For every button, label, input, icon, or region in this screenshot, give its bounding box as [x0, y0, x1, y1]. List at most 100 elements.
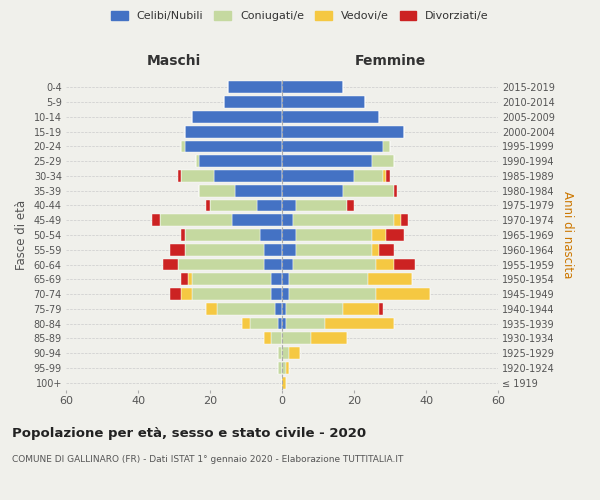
- Bar: [260, 229, 282, 241]
- Bar: [394, 258, 415, 270]
- Bar: [196, 156, 199, 167]
- Bar: [282, 111, 379, 123]
- Bar: [379, 244, 394, 256]
- Text: Popolazione per età, sesso e stato civile - 2020: Popolazione per età, sesso e stato civil…: [12, 428, 366, 440]
- Bar: [354, 170, 383, 182]
- Bar: [192, 288, 271, 300]
- Bar: [347, 200, 354, 211]
- Bar: [210, 200, 257, 211]
- Bar: [376, 258, 394, 270]
- Bar: [264, 244, 282, 256]
- Bar: [296, 244, 372, 256]
- Bar: [192, 111, 282, 123]
- Bar: [386, 229, 404, 241]
- Bar: [296, 229, 372, 241]
- Bar: [386, 170, 390, 182]
- Bar: [181, 274, 188, 285]
- Bar: [181, 170, 214, 182]
- Bar: [278, 347, 282, 359]
- Bar: [343, 185, 394, 196]
- Bar: [278, 318, 282, 330]
- Bar: [282, 258, 293, 270]
- Bar: [372, 244, 379, 256]
- Bar: [293, 258, 376, 270]
- Bar: [257, 200, 282, 211]
- Bar: [228, 82, 282, 94]
- Bar: [275, 303, 282, 314]
- Bar: [188, 274, 192, 285]
- Bar: [293, 214, 394, 226]
- Bar: [368, 274, 412, 285]
- Bar: [282, 126, 404, 138]
- Bar: [178, 258, 264, 270]
- Bar: [282, 156, 372, 167]
- Bar: [394, 214, 401, 226]
- Bar: [152, 214, 160, 226]
- Bar: [178, 170, 181, 182]
- Bar: [282, 303, 286, 314]
- Bar: [282, 332, 311, 344]
- Bar: [160, 214, 232, 226]
- Bar: [289, 288, 376, 300]
- Bar: [170, 244, 185, 256]
- Bar: [372, 229, 386, 241]
- Bar: [206, 303, 217, 314]
- Bar: [185, 126, 282, 138]
- Bar: [163, 258, 178, 270]
- Text: Femmine: Femmine: [355, 54, 425, 68]
- Bar: [282, 274, 289, 285]
- Bar: [282, 140, 383, 152]
- Bar: [206, 200, 210, 211]
- Bar: [181, 140, 185, 152]
- Bar: [383, 140, 390, 152]
- Bar: [282, 362, 286, 374]
- Bar: [289, 347, 300, 359]
- Bar: [282, 200, 296, 211]
- Bar: [282, 376, 286, 388]
- Bar: [232, 214, 282, 226]
- Bar: [185, 140, 282, 152]
- Bar: [185, 244, 264, 256]
- Bar: [401, 214, 408, 226]
- Bar: [235, 185, 282, 196]
- Bar: [289, 274, 368, 285]
- Bar: [282, 347, 289, 359]
- Bar: [250, 318, 278, 330]
- Legend: Celibi/Nubili, Coniugati/e, Vedovi/e, Divorziati/e: Celibi/Nubili, Coniugati/e, Vedovi/e, Di…: [111, 10, 489, 21]
- Text: Maschi: Maschi: [147, 54, 201, 68]
- Bar: [282, 288, 289, 300]
- Bar: [282, 244, 296, 256]
- Bar: [181, 288, 192, 300]
- Bar: [282, 170, 354, 182]
- Bar: [282, 318, 286, 330]
- Bar: [278, 362, 282, 374]
- Bar: [264, 332, 271, 344]
- Bar: [311, 332, 347, 344]
- Bar: [192, 274, 271, 285]
- Bar: [264, 258, 282, 270]
- Bar: [199, 185, 235, 196]
- Bar: [394, 185, 397, 196]
- Bar: [282, 82, 343, 94]
- Bar: [224, 96, 282, 108]
- Bar: [379, 303, 383, 314]
- Bar: [282, 214, 293, 226]
- Bar: [282, 229, 296, 241]
- Text: COMUNE DI GALLINARO (FR) - Dati ISTAT 1° gennaio 2020 - Elaborazione TUTTITALIA.: COMUNE DI GALLINARO (FR) - Dati ISTAT 1°…: [12, 455, 403, 464]
- Bar: [214, 170, 282, 182]
- Bar: [383, 170, 386, 182]
- Bar: [199, 156, 282, 167]
- Bar: [217, 303, 275, 314]
- Bar: [271, 332, 282, 344]
- Bar: [376, 288, 430, 300]
- Bar: [286, 362, 289, 374]
- Bar: [286, 318, 325, 330]
- Bar: [282, 96, 365, 108]
- Bar: [343, 303, 379, 314]
- Bar: [271, 288, 282, 300]
- Bar: [170, 288, 181, 300]
- Bar: [286, 303, 343, 314]
- Y-axis label: Fasce di età: Fasce di età: [15, 200, 28, 270]
- Bar: [242, 318, 250, 330]
- Bar: [282, 185, 343, 196]
